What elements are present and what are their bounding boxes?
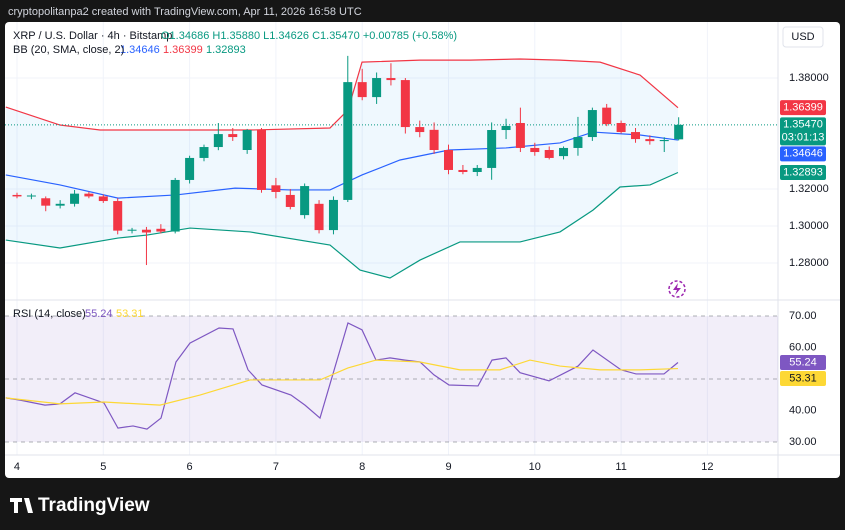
- x-tick-label: 9: [445, 461, 451, 473]
- y-tick-label: 1.32000: [789, 183, 829, 195]
- candle-body: [156, 228, 166, 232]
- candle-body: [515, 122, 525, 148]
- candle-body: [285, 194, 295, 207]
- bb-legend-value: 1.36399: [163, 44, 203, 56]
- candle-body: [271, 185, 281, 192]
- alert-icon[interactable]: [668, 280, 686, 298]
- candle-body: [573, 137, 583, 148]
- candle-body: [170, 179, 180, 232]
- candle-body: [70, 193, 80, 204]
- currency-box[interactable]: [782, 26, 824, 48]
- ohlc-label: O1.34686 H1.35880 L1.34626 C1.35470 +0.0…: [161, 30, 457, 42]
- candle-body: [242, 130, 252, 150]
- x-tick-label: 5: [100, 461, 106, 473]
- indicator-line: [5, 171, 679, 279]
- candle-body: [328, 199, 338, 231]
- bb-label: BB (20, SMA, close, 2): [13, 44, 124, 56]
- candle-body: [415, 127, 425, 133]
- candle-body: [228, 134, 238, 138]
- symbol-label: XRP / U.S. Dollar · 4h · Bitstamp: [13, 30, 172, 42]
- x-tick-label: 4: [14, 461, 20, 473]
- x-tick-label: 7: [273, 461, 279, 473]
- price-tag-label: 55.24: [789, 356, 817, 368]
- candle-body: [659, 140, 669, 142]
- header: cryptopolitanpa2 created with TradingVie…: [8, 6, 362, 18]
- price-tag: [780, 354, 826, 370]
- candle-body: [544, 149, 554, 158]
- price-tag-label: 53.31: [789, 372, 817, 384]
- indicator-line: [5, 322, 679, 430]
- candle-body: [314, 203, 324, 231]
- candle-body: [256, 129, 266, 190]
- candle-body: [213, 134, 223, 148]
- price-tag: [780, 146, 826, 162]
- indicator-line: [5, 131, 679, 199]
- countdown: 03:01:13: [782, 132, 825, 144]
- price-tag: [780, 100, 826, 116]
- candle-body: [41, 198, 51, 206]
- chart: 4 5 6 7 8 9 10 11 12 1.28000 1.30000 1.32000 1.38000…: [5, 22, 840, 478]
- rsi-tick-label: 30.00: [789, 436, 817, 448]
- y-tick-label: 1.30000: [789, 220, 829, 232]
- x-tick-label: 6: [187, 461, 193, 473]
- x-tick-label: 8: [359, 461, 365, 473]
- candle-body: [472, 167, 482, 173]
- candle-body: [458, 169, 468, 173]
- candle-body: [12, 194, 22, 197]
- x-tick-label: 11: [615, 461, 626, 473]
- candle-body: [674, 124, 684, 140]
- indicator-line: [5, 58, 679, 131]
- candle-body: [616, 122, 626, 133]
- candle-body: [98, 196, 108, 202]
- bb-legend-value: 1.32893: [206, 44, 246, 56]
- candle-body: [199, 147, 209, 158]
- rsi-label: RSI (14, close): [13, 308, 86, 320]
- y-tick-label: 1.38000: [789, 72, 829, 84]
- candle-body: [386, 78, 396, 81]
- price-tag: [780, 165, 826, 181]
- price-tag-label: 1.34646: [783, 148, 823, 160]
- candle-body: [343, 82, 353, 200]
- price-tag-label: 1.35470: [783, 119, 823, 131]
- candle-body: [26, 195, 36, 197]
- candle-body: [631, 132, 641, 140]
- x-tick-label: 10: [529, 461, 541, 473]
- candle-body: [357, 82, 367, 98]
- candle-body: [602, 107, 612, 125]
- candle-body: [501, 125, 511, 131]
- bb-legend-value: 1.34646: [120, 44, 160, 56]
- candle-body: [55, 203, 65, 206]
- candle-body: [530, 147, 540, 153]
- candle-body: [429, 129, 439, 150]
- rsi-legend-value: 53.31: [116, 308, 144, 320]
- candle-body: [84, 193, 94, 197]
- candle-body: [141, 229, 151, 233]
- candle-body: [487, 130, 497, 168]
- price-tag-label: 1.36399: [783, 102, 823, 114]
- price-tag: [780, 117, 826, 146]
- currency: USD: [791, 31, 814, 43]
- rsi-tick-label: 60.00: [789, 341, 817, 353]
- brand-logo[interactable]: [10, 498, 33, 513]
- candle-body: [587, 110, 597, 138]
- y-tick-label: 1.28000: [789, 257, 829, 269]
- candle-body: [300, 186, 310, 216]
- rsi-tick-label: 40.00: [789, 404, 817, 416]
- brand: TradingView: [38, 495, 150, 516]
- price-tag-label: 1.32893: [783, 166, 823, 178]
- indicator-line: [5, 359, 678, 406]
- candle-body: [559, 147, 569, 157]
- candle-body: [127, 229, 137, 231]
- candle-body: [444, 149, 454, 170]
- candle-body: [645, 139, 655, 142]
- x-tick-label: 12: [701, 461, 713, 473]
- candle-body: [185, 157, 195, 180]
- price-tag: [780, 370, 826, 386]
- rsi-legend-value: 55.24: [85, 308, 113, 320]
- candle-body: [400, 80, 410, 128]
- rsi-tick-label: 70.00: [789, 310, 817, 322]
- candle-body: [372, 78, 382, 98]
- candle-body: [113, 201, 123, 231]
